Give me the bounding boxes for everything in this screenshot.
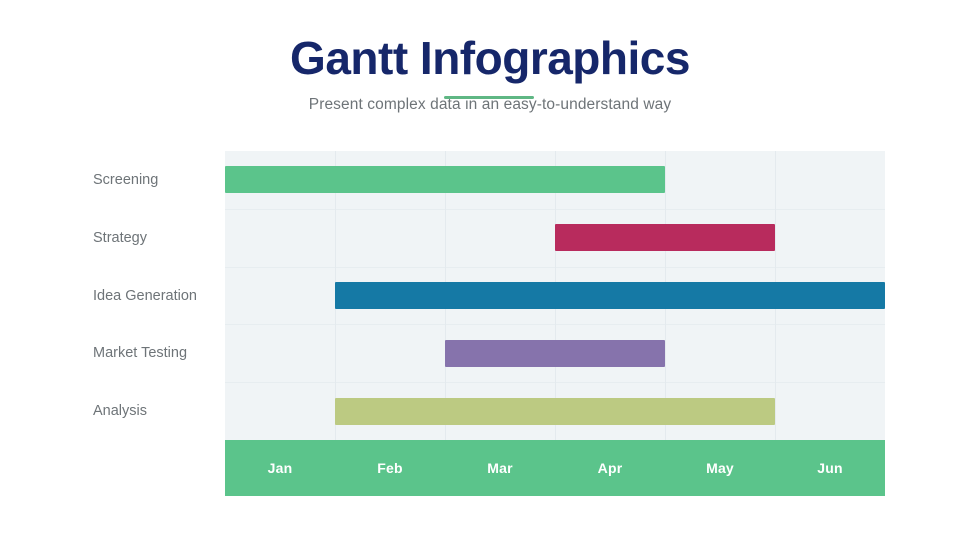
gantt-bar[interactable] — [445, 339, 665, 367]
month-tick-label: Jun — [817, 460, 843, 476]
task-label: Screening — [93, 172, 159, 188]
task-label: Idea Generation — [93, 287, 197, 304]
month-tick-label: Feb — [377, 460, 403, 476]
month-tick-label: May — [706, 460, 734, 476]
gantt-bar[interactable] — [555, 224, 775, 252]
month-tick-label: Apr — [597, 460, 623, 476]
month-tick-label: Jan — [267, 460, 293, 476]
month-axis: Jan Feb Mar Apr May Jun — [225, 440, 885, 496]
task-label: Analysis — [93, 403, 147, 420]
month-tick-label: Mar — [487, 460, 513, 476]
accent-divider — [444, 96, 534, 99]
task-label: Strategy — [93, 229, 147, 246]
gantt-chart: Screening Strategy Idea Generation Market T… — [0, 151, 980, 496]
task-label: Market Testing — [93, 345, 188, 362]
gantt-plot-area — [225, 151, 885, 440]
gantt-bar[interactable] — [335, 397, 775, 425]
page-title: Gantt Infographics — [290, 32, 690, 84]
gantt-bar[interactable] — [335, 282, 885, 309]
gantt-bar[interactable] — [225, 166, 665, 194]
task-label-column: Screening Strategy Idea Generation Market T… — [0, 151, 225, 440]
page-subtitle: Present complex data in an easy-to-under… — [308, 96, 672, 114]
slide-header: Gantt Infographics Present complex data … — [0, 34, 980, 114]
